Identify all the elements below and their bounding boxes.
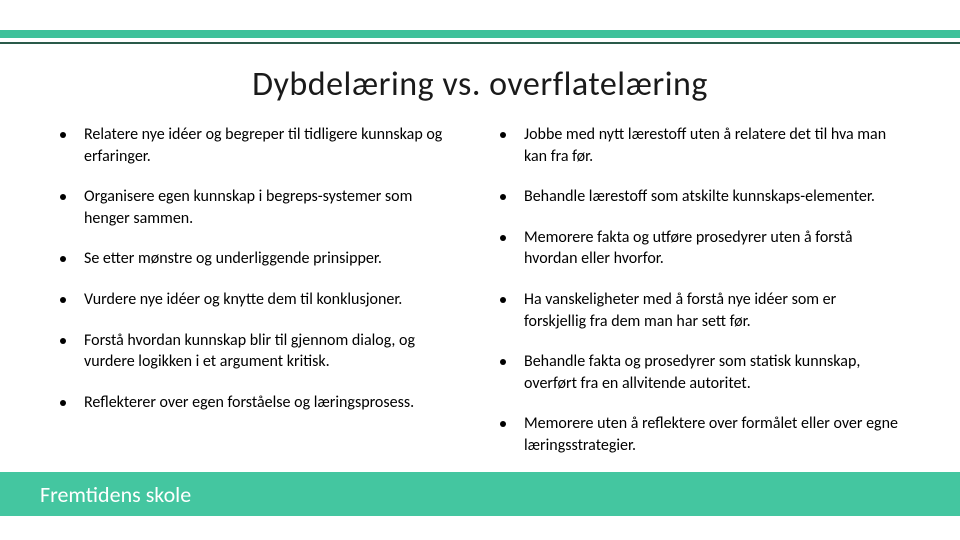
left-column: Relatere nye idéer og begreper til tidli… — [60, 124, 460, 476]
bullet-text: Jobbe med nytt lærestoff uten å relatere… — [524, 124, 900, 167]
bullet-text: Memorere uten å reflektere over formålet… — [524, 413, 900, 456]
bullet-text: Behandle fakta og prosedyrer som statisk… — [524, 351, 900, 394]
bullet-icon — [500, 359, 506, 365]
bullet-text: Vurdere nye idéer og knytte dem til konk… — [84, 289, 402, 311]
list-item: Behandle fakta og prosedyrer som statisk… — [500, 351, 900, 394]
list-item: Behandle lærestoff som atskilte kunnskap… — [500, 186, 900, 208]
list-item: Reflekterer over egen forståelse og læri… — [60, 392, 460, 414]
bullet-icon — [60, 338, 66, 344]
bullet-icon — [500, 194, 506, 200]
list-item: Memorere fakta og utføre prosedyrer uten… — [500, 227, 900, 270]
list-item: Ha vanskeligheter med å forstå nye idéer… — [500, 289, 900, 332]
list-item: Forstå hvordan kunnskap blir til gjennom… — [60, 330, 460, 373]
bullet-text: Relatere nye idéer og begreper til tidli… — [84, 124, 460, 167]
bullet-icon — [60, 297, 66, 303]
bullet-icon — [500, 421, 506, 427]
list-item: Organisere egen kunnskap i begreps-syste… — [60, 186, 460, 229]
bullet-icon — [500, 235, 506, 241]
bullet-icon — [60, 400, 66, 406]
list-item: Memorere uten å reflektere over formålet… — [500, 413, 900, 456]
footer-bar: Fremtidens skole — [0, 472, 960, 516]
bullet-icon — [500, 132, 506, 138]
top-accent-bar — [0, 30, 960, 38]
bullet-icon — [60, 194, 66, 200]
bullet-icon — [500, 297, 506, 303]
bullet-icon — [60, 256, 66, 262]
bullet-text: Forstå hvordan kunnskap blir til gjennom… — [84, 330, 460, 373]
bullet-text: Ha vanskeligheter med å forstå nye idéer… — [524, 289, 900, 332]
bullet-text: Behandle lærestoff som atskilte kunnskap… — [524, 186, 875, 208]
footer-text: Fremtidens skole — [40, 481, 191, 508]
content-columns: Relatere nye idéer og begreper til tidli… — [60, 124, 900, 476]
right-column: Jobbe med nytt lærestoff uten å relatere… — [500, 124, 900, 476]
bullet-icon — [60, 132, 66, 138]
top-accent-line — [0, 42, 960, 44]
bullet-text: Se etter mønstre og underliggende prinsi… — [84, 248, 382, 270]
list-item: Jobbe med nytt lærestoff uten å relatere… — [500, 124, 900, 167]
list-item: Se etter mønstre og underliggende prinsi… — [60, 248, 460, 270]
list-item: Relatere nye idéer og begreper til tidli… — [60, 124, 460, 167]
bullet-text: Reflekterer over egen forståelse og læri… — [84, 392, 414, 414]
bullet-text: Memorere fakta og utføre prosedyrer uten… — [524, 227, 900, 270]
slide-title: Dybdelæring vs. overflatelæring — [0, 64, 960, 105]
list-item: Vurdere nye idéer og knytte dem til konk… — [60, 289, 460, 311]
bullet-text: Organisere egen kunnskap i begreps-syste… — [84, 186, 460, 229]
